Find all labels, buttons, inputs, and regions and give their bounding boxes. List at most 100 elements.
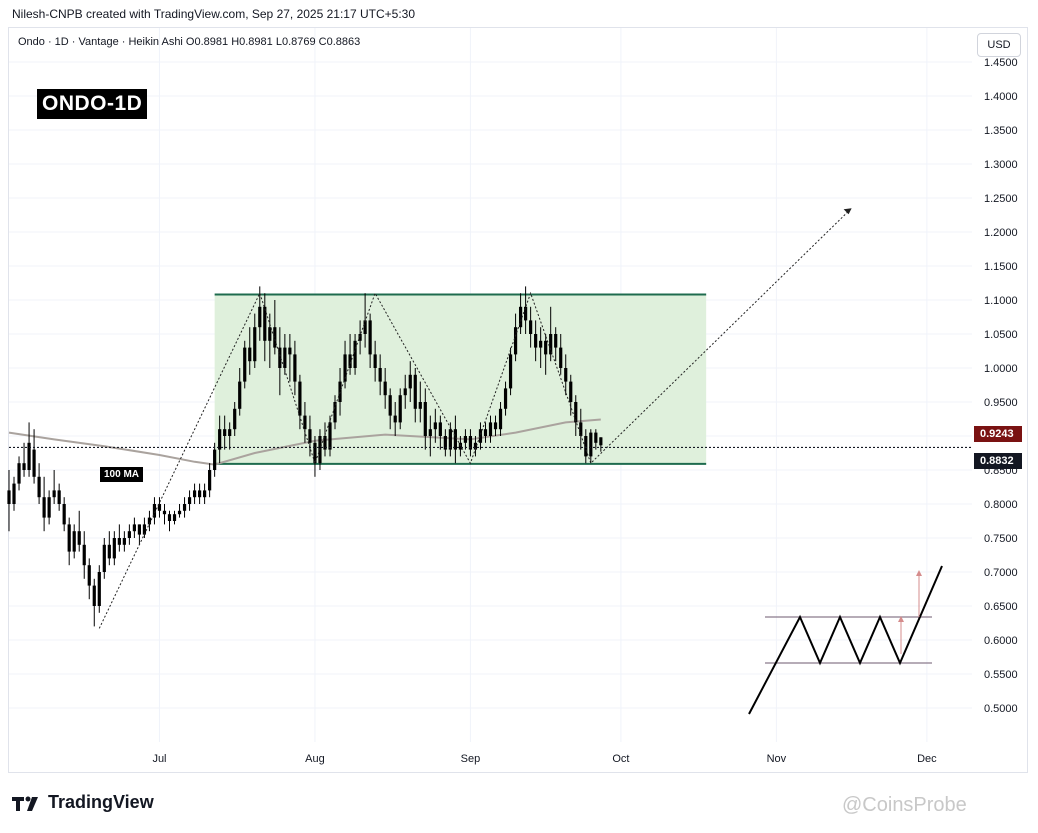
candle-body [288,347,292,355]
candle-body [313,442,317,464]
candle [313,436,317,477]
candle [208,463,212,498]
candle-body [333,402,337,423]
candle [433,408,437,443]
tradingview-logo[interactable]: TradingView [12,792,154,813]
candle [122,531,126,552]
candle-body [223,429,227,436]
candle-body [408,374,412,389]
candle [278,327,282,396]
range-zone-layer [214,293,707,465]
candle [218,415,222,464]
y-tick-label: 0.7500 [984,533,1018,545]
candle-body [283,347,287,368]
candle-body [102,544,106,572]
candle [52,470,56,504]
candle-body [42,497,46,518]
schematic-breakout-arrowhead [916,570,922,576]
candle-body [273,327,277,348]
candle-body [433,422,437,430]
candle-body [263,306,267,341]
y-tick-label: 1.1500 [984,261,1018,273]
candle [398,388,402,430]
candle [493,415,498,436]
y-tick-label: 1.1000 [984,295,1018,307]
candle-body [132,524,136,532]
y-tick-label: 1.3500 [984,125,1018,137]
candle [473,436,478,457]
chart-credit: Nilesh-CNPB created with TradingView.com… [12,7,415,21]
candle [589,429,593,464]
candle-body [493,422,498,430]
candle [142,517,147,538]
candle [428,415,432,457]
candle-body [107,544,111,559]
candle-body [478,429,483,443]
candle [27,422,31,477]
candle-body [353,340,357,368]
candle-body [403,388,407,396]
candle [258,286,262,341]
y-tick-label: 0.8000 [984,499,1018,511]
candle [253,313,257,368]
candle-body [513,327,518,355]
zigzag-layer [98,207,852,629]
range-zone [214,294,707,464]
candle [529,306,533,348]
candle-body [599,437,603,446]
candle-body [363,320,367,334]
schematic-zigzag [748,565,943,715]
candle-body [253,327,257,362]
candle [157,497,162,518]
y-tick-label: 0.9500 [984,397,1018,409]
projection-zigzag [98,207,852,629]
candle [37,463,41,504]
candle-body [383,381,387,396]
candle [268,313,272,368]
candle [228,422,232,450]
candle-body [503,388,508,409]
candle [508,347,513,396]
chart-frame [8,27,1028,773]
candle [353,334,357,375]
candle [549,306,553,362]
last-price-tag: 0.8832 [974,453,1022,469]
candle [102,538,106,579]
candle-body [448,429,452,450]
candle [539,327,543,368]
candle-body [268,327,272,341]
candle [233,402,237,436]
candle [223,415,227,450]
candle-body [453,429,457,450]
candle [182,497,187,518]
x-tick-label: Aug [305,753,325,765]
candle-body [127,531,131,538]
candle-body [594,432,598,443]
ma-label: 100 MA [100,467,144,482]
candle-body [393,415,397,423]
candle [338,368,342,416]
candle [62,497,66,532]
candle-body [423,402,427,436]
candle-body [373,354,377,368]
candle-body [157,504,162,511]
x-tick-label: Oct [612,753,629,765]
x-tick-label: Dec [917,753,937,765]
candle [57,483,61,511]
candle-body [554,334,558,348]
candle-body [137,524,142,535]
candle-body [142,524,147,535]
candle [348,334,352,375]
candle [162,504,167,525]
candle-body [278,347,282,368]
candle [323,422,327,457]
candle [298,374,302,430]
candle [393,402,397,436]
candle-body [228,429,232,436]
candle [293,340,297,396]
candle [408,361,412,402]
candle-body [549,334,553,355]
candle-body [524,306,528,321]
currency-button[interactable]: USD [977,33,1021,57]
